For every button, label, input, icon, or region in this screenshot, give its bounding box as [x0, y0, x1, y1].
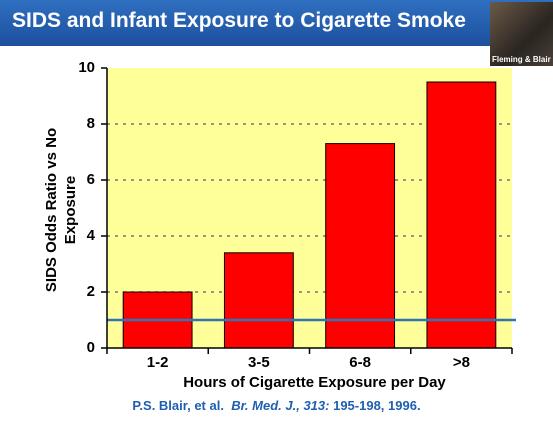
photo [490, 2, 553, 66]
chart-title: SIDS and Infant Exposure to Cigarette Sm… [12, 9, 466, 32]
y-tick-label: 0 [87, 339, 95, 356]
y-tick-label: 6 [87, 171, 95, 188]
y-tick-label: 4 [87, 227, 96, 244]
photo-caption: Fleming & Blair [492, 55, 551, 64]
source: P.S. Blair, et al. Br. Med. J., 313: 195… [0, 398, 553, 413]
y-tick-label: 2 [87, 283, 95, 300]
title-bar [0, 0, 553, 46]
x-tick-label: 1-2 [147, 354, 169, 371]
source-authors: P.S. Blair, et al. [132, 398, 224, 413]
y-tick-label: 8 [87, 115, 95, 132]
bar [426, 81, 497, 349]
x-tick-label: >8 [453, 354, 470, 371]
x-axis-label: Hours of Cigarette Exposure per Day [183, 374, 446, 391]
x-tick-label: 6-8 [349, 354, 371, 371]
source-journal: Br. Med. J., 313: [231, 398, 330, 413]
y-axis-label: Exposure [62, 176, 79, 244]
y-axis-label: SIDS Odds Ratio vs No [43, 128, 60, 292]
y-tick-label: 10 [78, 59, 95, 76]
source-pages: 195-198, 1996. [333, 398, 421, 413]
x-tick-label: 3-5 [248, 354, 270, 371]
bar [325, 143, 396, 349]
bar [223, 252, 294, 349]
